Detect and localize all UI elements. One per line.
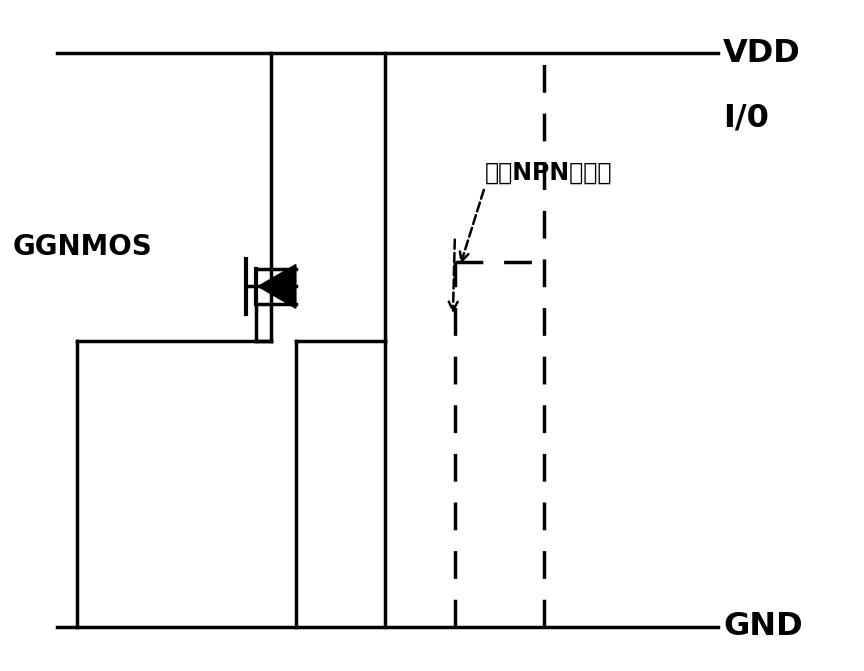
Text: 寄生NPN三极管: 寄生NPN三极管 [485,160,613,185]
Text: GGNMOS: GGNMOS [13,233,152,261]
Text: GND: GND [723,611,803,642]
Polygon shape [258,264,295,308]
Text: VDD: VDD [723,38,801,69]
Text: I/0: I/0 [723,102,769,134]
